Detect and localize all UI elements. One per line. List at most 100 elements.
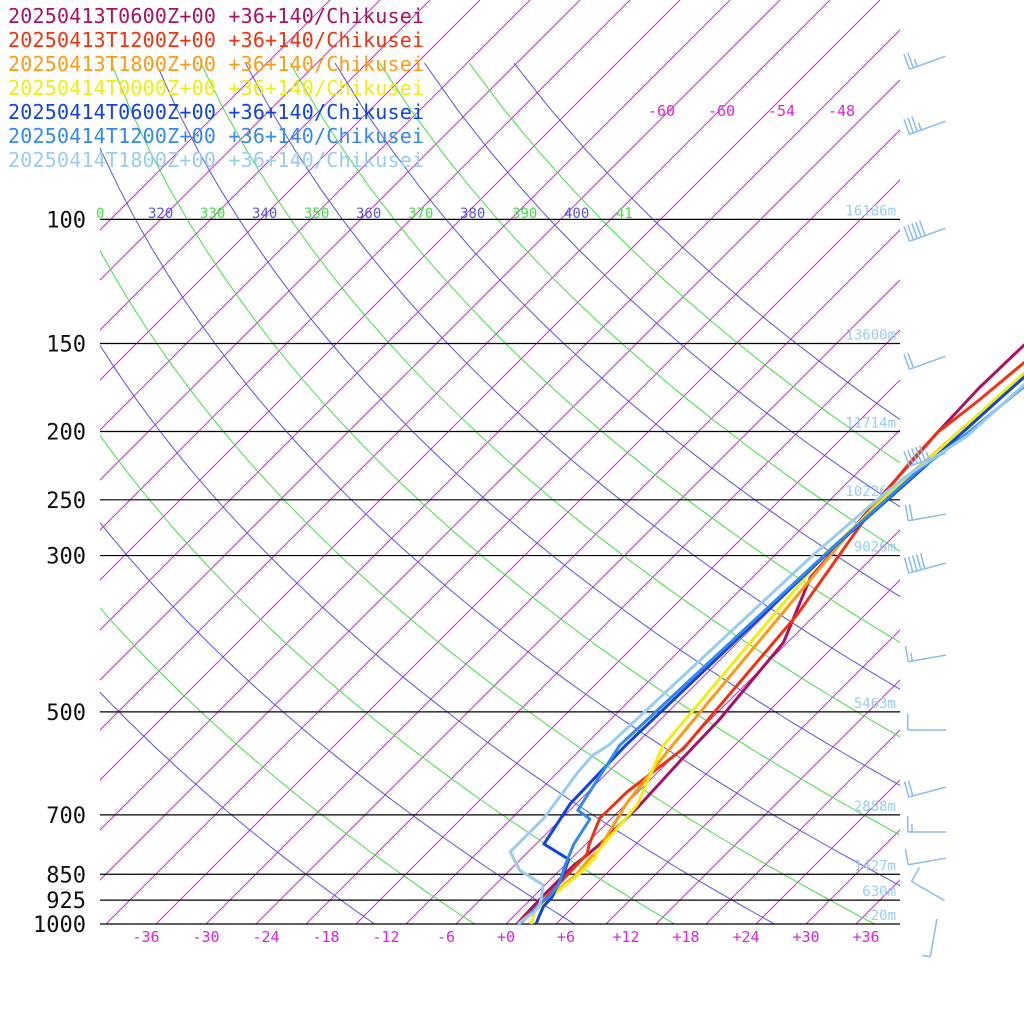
wind-barb-flag: [917, 122, 922, 131]
wind-barb-staff: [908, 562, 947, 574]
wind-barb: [903, 553, 947, 574]
isotherm-line: [100, 0, 531, 431]
x-tick-label: +30: [792, 928, 819, 946]
height-label: 13600m: [845, 327, 896, 343]
wind-barb-flag: [914, 446, 922, 463]
isotherm-line: [105, 129, 900, 924]
height-label: 5463m: [854, 696, 896, 712]
dry-adiabat-line: [468, 62, 900, 464]
wind-barb-flag: [903, 781, 910, 798]
dry-adiabat-line: [100, 521, 575, 924]
isotherm-line: [100, 0, 381, 281]
wind-barb-flag: [907, 52, 915, 69]
upper-temp-label: -60: [648, 102, 675, 120]
isotherm-line: [100, 0, 681, 581]
wind-barb-flag: [911, 223, 918, 239]
wind-barb-flag: [907, 556, 914, 573]
height-label: 16186m: [845, 203, 896, 219]
wind-barb-flag: [907, 780, 914, 797]
wind-barb-flag: [907, 352, 915, 369]
theta-label: 360: [356, 206, 381, 222]
wind-barb-staff: [909, 227, 946, 243]
pressure-label: 250: [46, 489, 86, 514]
wind-barb-flag: [913, 58, 918, 67]
isotherm-line: [100, 0, 781, 681]
dry-adiabat-line: [100, 434, 675, 924]
wind-barb-flag: [903, 119, 911, 135]
wind-barb-staff: [908, 786, 947, 798]
dry-adiabat-line: [100, 249, 875, 924]
x-tick-label: +0: [497, 928, 515, 946]
wind-barb: [910, 867, 946, 902]
wind-barb-flag: [911, 448, 918, 464]
pressure-label: 700: [46, 804, 86, 829]
dry-adiabat-line: [100, 607, 475, 924]
wind-barb: [904, 848, 947, 866]
x-tick-label: -18: [312, 928, 339, 946]
isotherm-line: [355, 379, 900, 924]
dry-adiabat-line: [100, 691, 375, 924]
wind-barb-flag: [910, 652, 914, 662]
isotherm-line: [100, 29, 900, 831]
height-label: 9026m: [854, 540, 896, 556]
theta-label: 320: [148, 206, 173, 222]
isotherm-line: [100, 0, 831, 731]
x-tick-label: -12: [372, 928, 399, 946]
pressure-label: 850: [46, 863, 86, 888]
wind-barb-flag: [903, 557, 910, 574]
wind-barb-staff: [909, 452, 946, 468]
pressure-label: 500: [46, 701, 86, 726]
x-tick-label: -24: [252, 928, 279, 946]
isotherm-line: [455, 479, 900, 924]
wind-barb-staff: [909, 55, 946, 71]
pressure-label: 925: [46, 889, 86, 914]
wind-barb-staff: [908, 513, 947, 522]
legend-item: 20250414T0600Z+00 +36+140/Chikusei: [8, 100, 425, 124]
wind-barb-flag: [903, 354, 911, 370]
theta-label: 340: [252, 206, 277, 222]
wind-barb-flag: [904, 504, 909, 521]
isotherm-line: [255, 279, 900, 924]
isotherm-line: [100, 0, 481, 381]
wind-barb-staff: [909, 355, 946, 371]
x-tick-label: -6: [437, 928, 455, 946]
theta-label: 330: [200, 206, 225, 222]
wind-barb-flag: [907, 224, 915, 241]
isotherm-line: [100, 0, 631, 531]
isotherm-group: [100, 0, 900, 924]
dry-adiabat-line: [334, 62, 900, 598]
legend-item: 20250414T0000Z+00 +36+140/Chikusei: [8, 76, 425, 100]
upper-temp-label: -60: [708, 102, 735, 120]
isotherm-line: [100, 79, 900, 881]
dry-adiabat-line: [289, 62, 900, 644]
x-tick-label: +24: [732, 928, 759, 946]
pressure-label: 1000: [33, 913, 86, 938]
legend: 20250413T0600Z+00 +36+140/Chikusei 202504…: [8, 4, 424, 172]
wind-barb-flag: [907, 449, 915, 466]
dry-adiabat-line: [423, 62, 900, 508]
pressure-label: 150: [46, 332, 86, 357]
pressure-label: 200: [46, 421, 86, 446]
isotherm-line: [305, 329, 900, 924]
isotherm-line: [405, 429, 900, 924]
wind-barb-flag: [904, 848, 909, 865]
dry-adiabat-line: [379, 62, 900, 552]
wind-barb: [903, 116, 946, 136]
isotherm-line: [555, 579, 900, 924]
wind-barb-flag: [904, 645, 909, 662]
isotherm-line: [100, 0, 431, 331]
wind-barb-flag: [922, 954, 931, 958]
temperature-profile-line: [534, 375, 1024, 925]
wind-barb-flag: [910, 867, 921, 882]
temperature-profile-line: [517, 360, 1024, 926]
upper-temp-label: -48: [828, 102, 855, 120]
temperature-profile-line: [515, 343, 1024, 926]
isotherm-line: [100, 0, 331, 231]
wind-barb-flag: [903, 54, 911, 70]
wind-barb-flag: [908, 504, 914, 521]
x-tick-label: +18: [672, 928, 699, 946]
wind-barb-flag: [911, 116, 918, 132]
dry-adiabat-line: [110, 62, 900, 836]
wind-barb-flag: [907, 117, 915, 134]
